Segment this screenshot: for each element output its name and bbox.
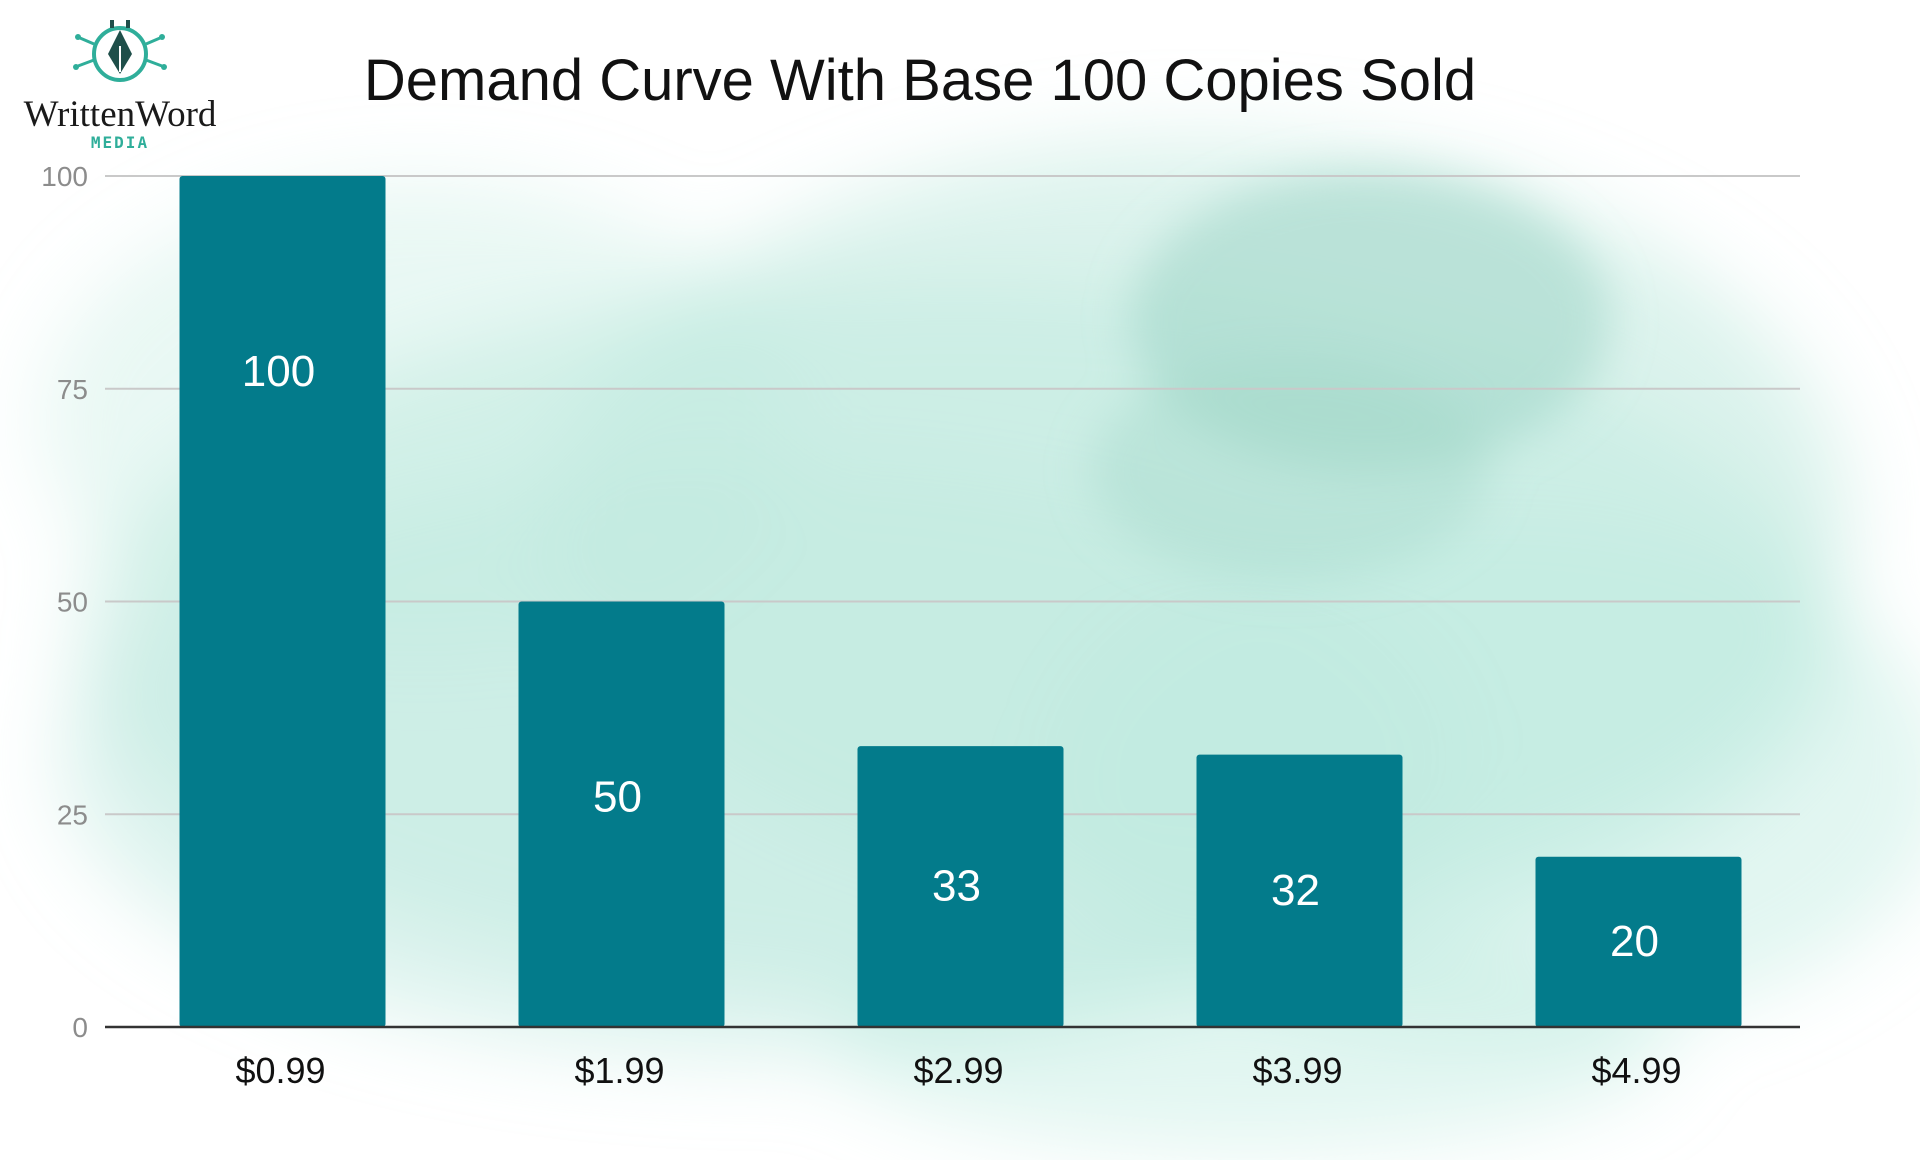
bar bbox=[1196, 754, 1403, 1027]
y-axis-ticks: 0 25 50 75 100 bbox=[41, 161, 88, 1043]
data-labels: 100 50 33 32 20 bbox=[242, 347, 1659, 966]
data-label: 20 bbox=[1610, 917, 1659, 966]
logo-subtitle: MEDIA bbox=[91, 133, 149, 152]
y-tick-label: 25 bbox=[57, 799, 88, 830]
data-label: 50 bbox=[593, 773, 642, 822]
y-tick-label: 50 bbox=[57, 587, 88, 618]
chart-title: Demand Curve With Base 100 Copies Sold bbox=[364, 48, 1476, 113]
x-tick-label: $3.99 bbox=[1252, 1050, 1342, 1091]
logo-name: WrittenWord bbox=[24, 94, 217, 135]
x-tick-label: $0.99 bbox=[235, 1050, 325, 1091]
bar bbox=[518, 601, 725, 1027]
bar bbox=[857, 746, 1064, 1027]
watercolor-dark-patch bbox=[1090, 170, 1610, 580]
bar bbox=[1535, 856, 1742, 1027]
y-tick-label: 75 bbox=[57, 374, 88, 405]
y-tick-label: 0 bbox=[72, 1012, 88, 1043]
bars bbox=[179, 176, 1742, 1027]
x-tick-label: $4.99 bbox=[1591, 1050, 1681, 1091]
y-tick-label: 100 bbox=[41, 161, 88, 192]
bar bbox=[179, 176, 386, 1027]
x-tick-label: $2.99 bbox=[913, 1050, 1003, 1091]
watercolor-blob bbox=[40, 180, 800, 660]
pen-circuit-icon bbox=[73, 20, 167, 82]
watercolor-blob bbox=[1090, 360, 1490, 580]
x-axis-ticks: $0.99 $1.99 $2.99 $3.99 $4.99 bbox=[235, 1050, 1681, 1091]
data-label: 100 bbox=[242, 347, 315, 396]
logo: WrittenWord MEDIA bbox=[24, 20, 217, 152]
x-tick-label: $1.99 bbox=[574, 1050, 664, 1091]
data-label: 33 bbox=[932, 862, 981, 911]
data-label: 32 bbox=[1271, 866, 1320, 915]
